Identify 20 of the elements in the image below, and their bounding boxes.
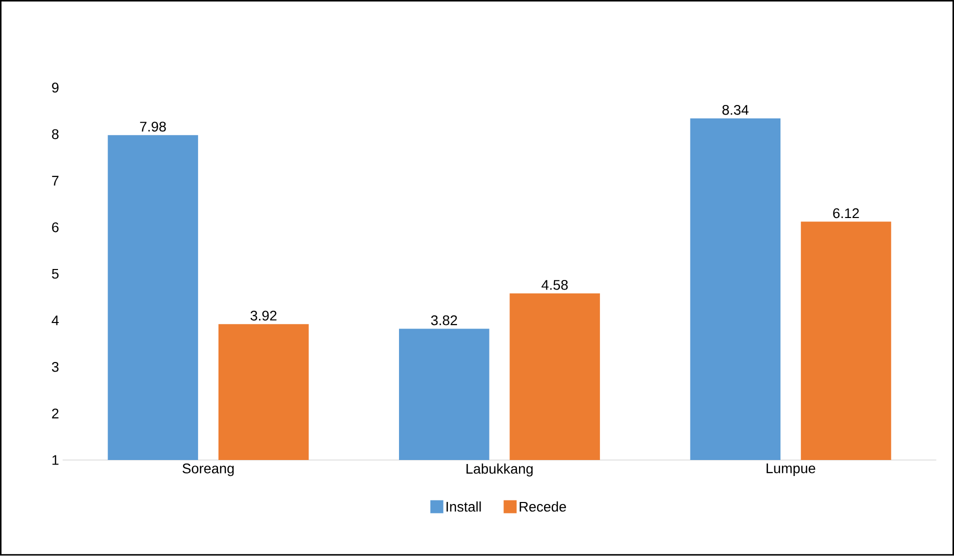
data-label: 3.92: [250, 310, 276, 321]
y-tick-label: 7: [52, 176, 58, 186]
x-tick-label: Lumpue: [766, 464, 816, 476]
y-tick-label: 6: [52, 222, 59, 232]
x-tick-label: Labukkang: [466, 464, 533, 477]
data-label: 8.34: [722, 105, 748, 116]
y-tick-label: 2: [52, 408, 58, 419]
legend-label: Recede: [520, 502, 566, 512]
y-tick-label: 9: [52, 82, 58, 93]
data-label: 7.98: [140, 122, 166, 132]
y-tick-label: 1: [52, 455, 58, 465]
legend-label: Install: [446, 502, 481, 512]
x-tick-label: Soreang: [182, 464, 234, 476]
data-label: 4.58: [542, 280, 568, 290]
data-label: 3.82: [431, 316, 457, 326]
y-tick-label: 8: [52, 129, 59, 140]
data-label: 6.12: [833, 208, 859, 218]
y-tick-label: 5: [52, 269, 59, 279]
y-tick-label: 4: [52, 316, 59, 326]
y-tick-label: 3: [52, 362, 59, 372]
